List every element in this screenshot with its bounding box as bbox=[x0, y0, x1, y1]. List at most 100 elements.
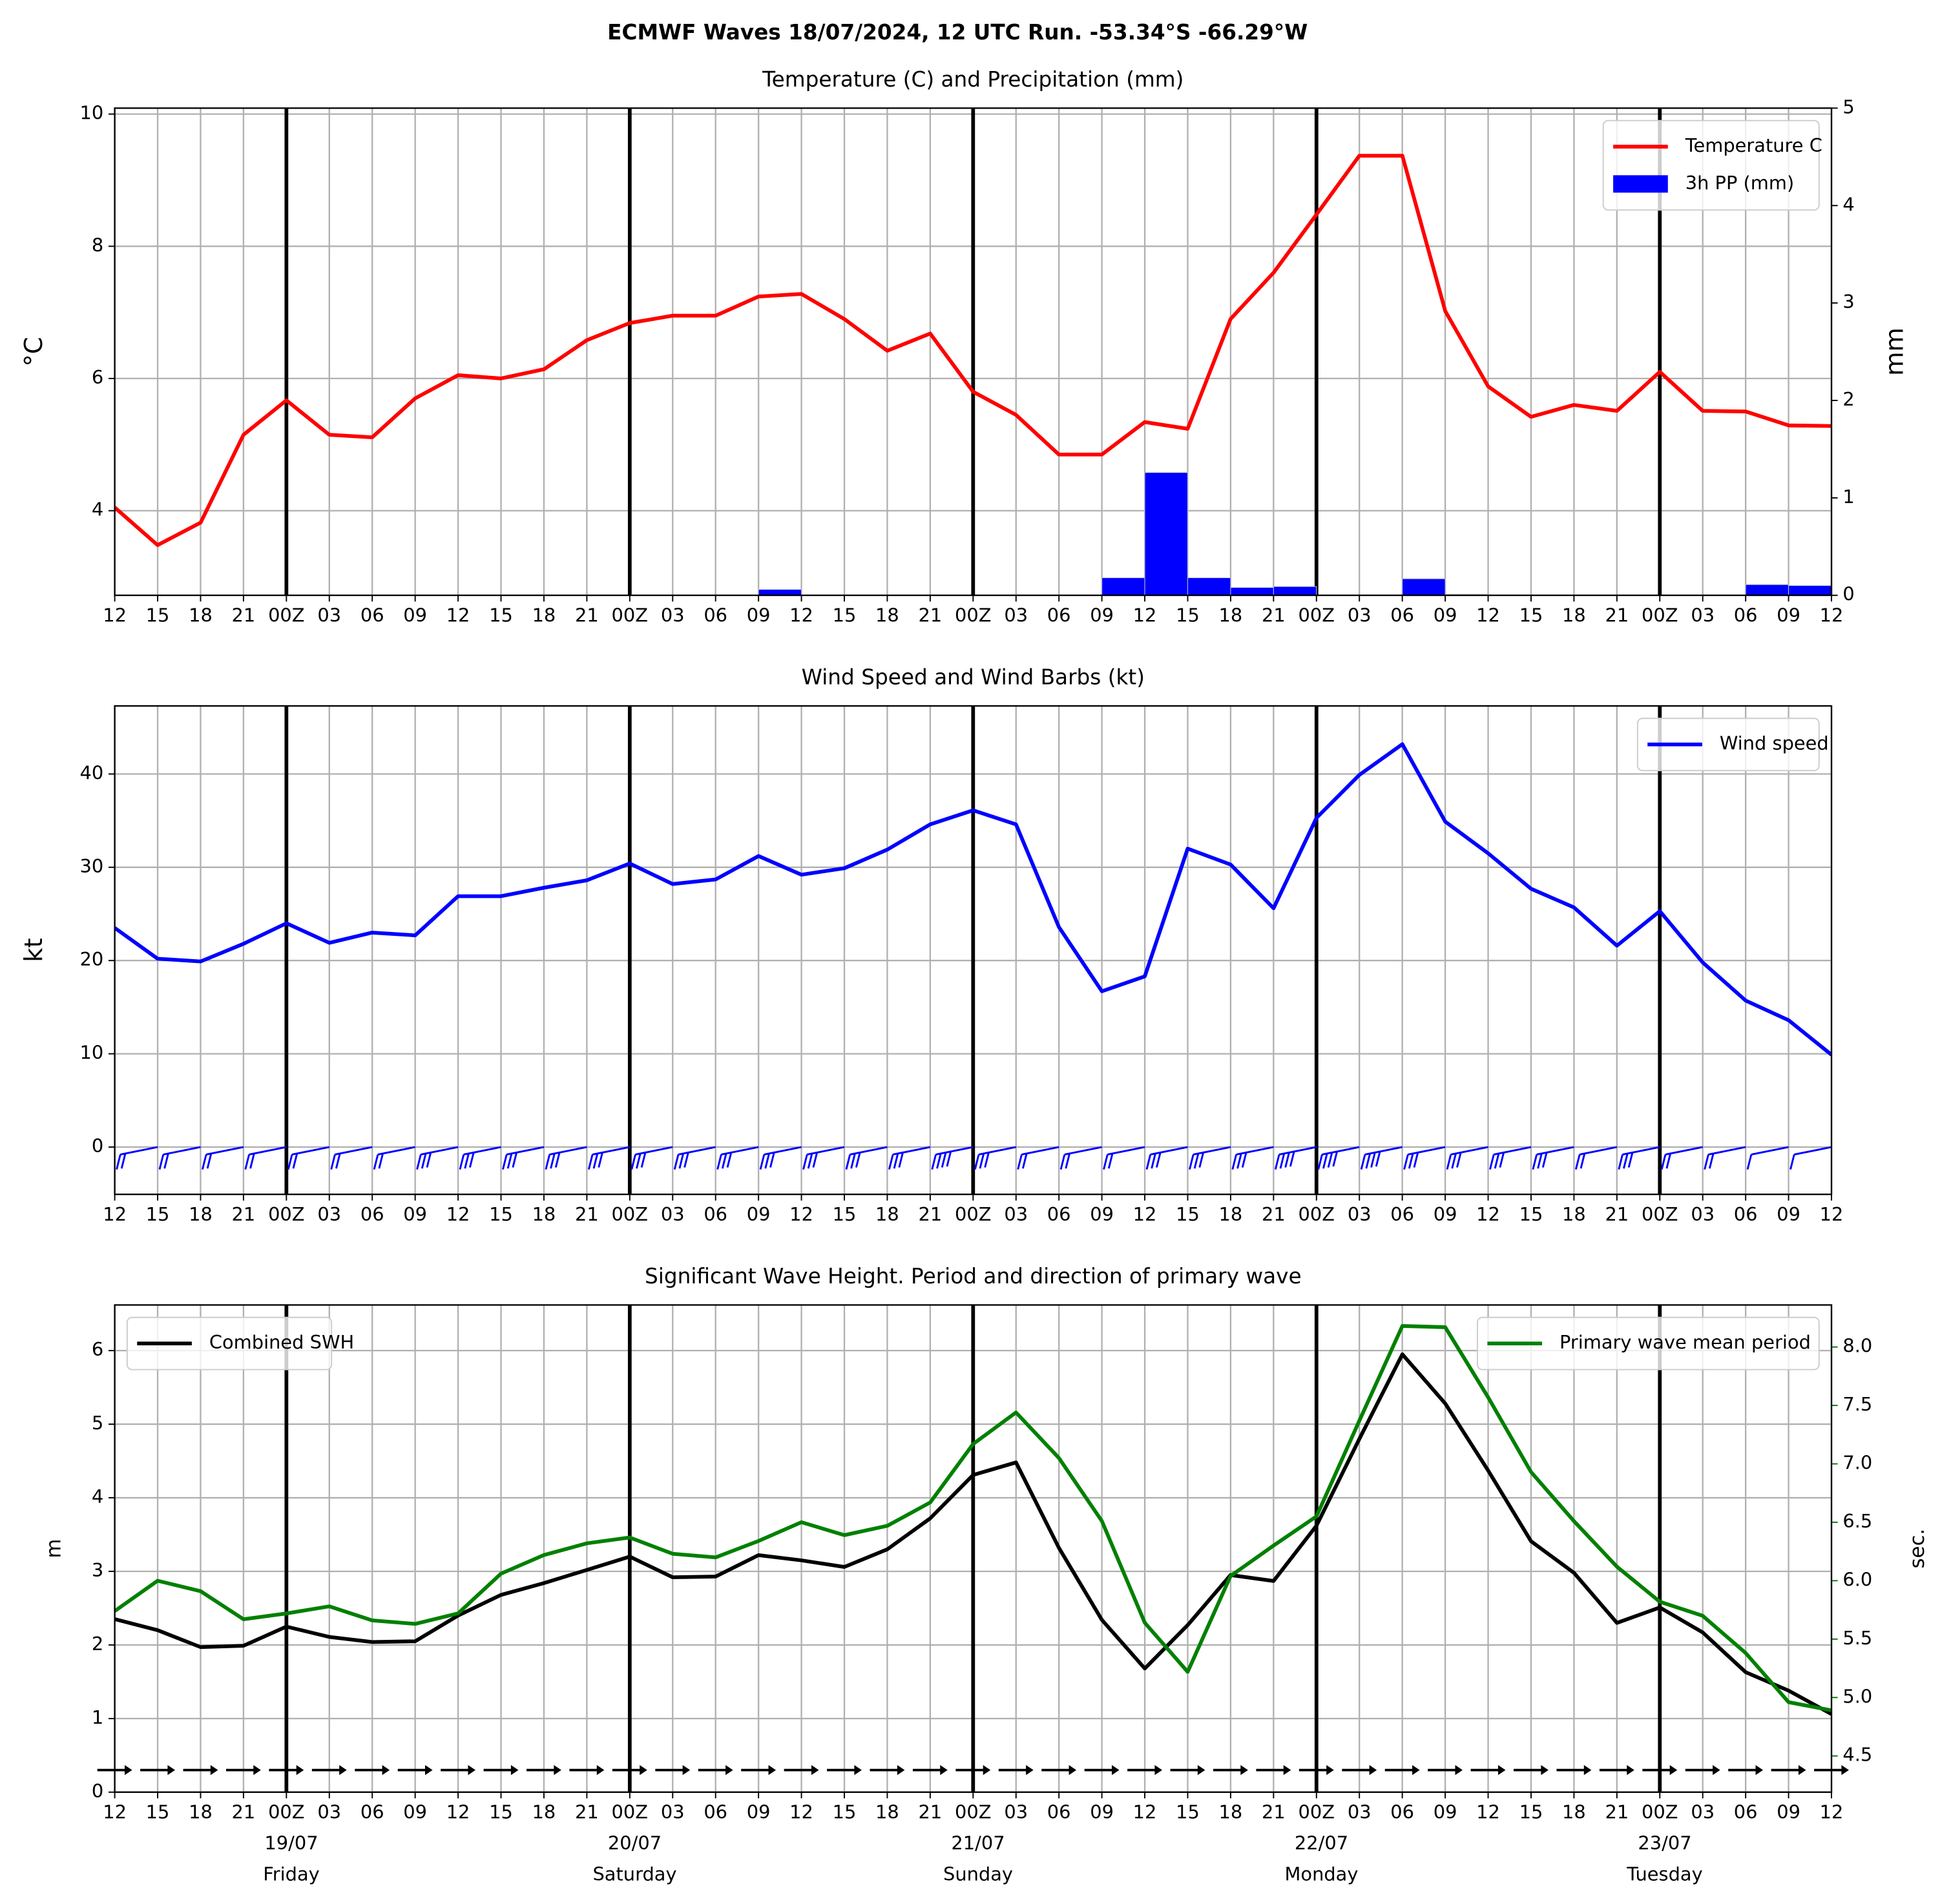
legend-swatch bbox=[1613, 175, 1668, 193]
legend-label: Combined SWH bbox=[209, 1331, 354, 1353]
legend-label: Temperature C bbox=[1685, 134, 1822, 156]
barb-feather bbox=[640, 1152, 647, 1168]
x-tick-label: 18 bbox=[875, 1801, 899, 1823]
barb-staff bbox=[935, 1146, 974, 1155]
wave-direction-arrow bbox=[1556, 1764, 1592, 1775]
barb-feather bbox=[1279, 1153, 1286, 1169]
barb-staff bbox=[205, 1146, 244, 1155]
x-tick-label: 06 bbox=[1047, 1203, 1071, 1225]
barb-feather bbox=[1408, 1153, 1414, 1169]
x-tick-label: 03 bbox=[661, 1203, 685, 1225]
y-tick-label: 1 bbox=[92, 1706, 103, 1728]
barb-feather bbox=[888, 1154, 894, 1170]
barb-feather bbox=[512, 1152, 518, 1168]
barb-feather bbox=[416, 1154, 422, 1170]
wave-direction-arrow bbox=[955, 1764, 991, 1775]
x-tick-label: 06 bbox=[1047, 604, 1071, 626]
x-tick-label: 00Z bbox=[1299, 1203, 1335, 1225]
wind-barb bbox=[802, 1146, 845, 1170]
wave-direction-arrow bbox=[1041, 1764, 1077, 1775]
barb-feather bbox=[502, 1154, 508, 1170]
barb-staff bbox=[1322, 1146, 1360, 1155]
x-tick-label: 18 bbox=[1562, 1801, 1586, 1823]
x-tick-label: 12 bbox=[1476, 1203, 1500, 1225]
barb-feather bbox=[116, 1154, 121, 1170]
barb-staff bbox=[1665, 1146, 1704, 1155]
x-tick-label: 21 bbox=[1605, 604, 1629, 626]
y-axis-label: kt bbox=[19, 938, 48, 962]
barb-feather bbox=[1317, 1154, 1323, 1170]
x-tick-label: 12 bbox=[446, 1203, 470, 1225]
precip-bar bbox=[1187, 577, 1231, 595]
barb-feather bbox=[1155, 1152, 1162, 1168]
barb-staff bbox=[635, 1146, 673, 1155]
x-tick-label: 03 bbox=[1691, 1203, 1715, 1225]
barb-feather bbox=[1665, 1153, 1672, 1169]
barb-feather bbox=[426, 1152, 432, 1168]
barb-feather bbox=[769, 1152, 775, 1168]
barb-feather bbox=[587, 1154, 594, 1170]
y-tick-label: 0 bbox=[92, 1135, 103, 1157]
x-tick-label: 06 bbox=[704, 1203, 727, 1225]
legend-label: 3h PP (mm) bbox=[1685, 172, 1795, 194]
y-tick-label: 30 bbox=[80, 855, 104, 877]
barb-staff bbox=[678, 1146, 716, 1155]
barb-feather bbox=[244, 1154, 251, 1170]
barb-feather bbox=[1289, 1151, 1295, 1167]
barb-staff bbox=[1150, 1146, 1188, 1155]
wind-barb bbox=[587, 1146, 631, 1170]
y-axis-label: m bbox=[43, 1539, 66, 1558]
wind-barb bbox=[931, 1146, 974, 1170]
x-tick-label: 21 bbox=[1262, 1203, 1286, 1225]
wind-barb bbox=[545, 1146, 587, 1170]
wave-direction-arrow bbox=[1470, 1764, 1506, 1775]
barb-feather bbox=[1375, 1151, 1381, 1167]
y2-tick-label: 5.5 bbox=[1842, 1627, 1872, 1649]
wave-direction-arrow bbox=[998, 1764, 1034, 1775]
barb-staff bbox=[421, 1146, 459, 1155]
barb-staff bbox=[1579, 1146, 1618, 1155]
wave-direction-arrow bbox=[1514, 1764, 1549, 1775]
barb-staff bbox=[978, 1146, 1017, 1155]
x-tick-label: 15 bbox=[489, 604, 513, 626]
barb-feather bbox=[898, 1152, 904, 1168]
barb-staff bbox=[1622, 1146, 1660, 1155]
barb-feather bbox=[598, 1152, 603, 1168]
barb-feather bbox=[893, 1153, 899, 1169]
x-tick-label: 15 bbox=[1519, 1801, 1543, 1823]
barb-feather bbox=[984, 1152, 990, 1168]
y-tick-label: 4 bbox=[92, 1485, 103, 1507]
x-tick-label: 00Z bbox=[955, 1203, 991, 1225]
y-tick-label: 4 bbox=[92, 499, 103, 521]
x-tick-label: 21 bbox=[1262, 604, 1286, 626]
x-tick-label: 09 bbox=[1434, 1801, 1457, 1823]
x-tick-label: 21 bbox=[1605, 1203, 1629, 1225]
barb-feather bbox=[807, 1153, 813, 1169]
barb-feather bbox=[1627, 1152, 1634, 1168]
barb-staff bbox=[506, 1146, 545, 1155]
x-tick-label: 18 bbox=[1562, 604, 1586, 626]
axes-frame bbox=[114, 1304, 1833, 1793]
x-tick-label: 21 bbox=[919, 604, 943, 626]
barb-feather bbox=[931, 1154, 937, 1170]
y2-tick-label: 5 bbox=[1842, 96, 1854, 118]
series-line bbox=[114, 742, 1832, 1057]
barb-feather bbox=[469, 1152, 475, 1168]
x-tick-label: 00Z bbox=[1642, 1203, 1678, 1225]
x-tick-label: 06 bbox=[1734, 604, 1758, 626]
x-tick-label: 09 bbox=[1434, 1203, 1457, 1225]
barb-feather bbox=[1451, 1153, 1457, 1169]
chart-title: Significant Wave Height. Period and dire… bbox=[645, 1264, 1302, 1288]
x-tick-label: 03 bbox=[661, 1801, 685, 1823]
wind-barb bbox=[759, 1146, 802, 1170]
y2-axis-label: mm bbox=[1881, 327, 1910, 376]
wave-direction-arrow bbox=[483, 1764, 519, 1775]
barb-feather bbox=[1403, 1154, 1409, 1170]
weekday-label: Tuesday bbox=[1626, 1863, 1702, 1885]
barb-feather bbox=[1059, 1154, 1066, 1170]
x-tick-label: 09 bbox=[403, 1203, 427, 1225]
barb-feather bbox=[1494, 1153, 1500, 1169]
barb-feather bbox=[287, 1154, 293, 1170]
wave-direction-arrow bbox=[784, 1764, 819, 1775]
x-tick-label: 15 bbox=[833, 604, 857, 626]
